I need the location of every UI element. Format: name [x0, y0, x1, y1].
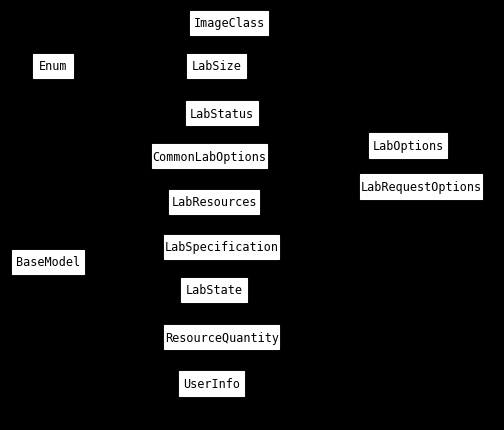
FancyBboxPatch shape	[33, 55, 73, 79]
FancyBboxPatch shape	[164, 235, 279, 259]
FancyBboxPatch shape	[164, 326, 279, 350]
FancyBboxPatch shape	[360, 175, 481, 199]
Text: LabSpecification: LabSpecification	[165, 241, 279, 254]
FancyBboxPatch shape	[186, 102, 258, 126]
Text: ResourceQuantity: ResourceQuantity	[165, 331, 279, 344]
Text: LabResources: LabResources	[171, 196, 257, 209]
FancyBboxPatch shape	[191, 12, 268, 36]
Text: Enum: Enum	[39, 60, 67, 73]
Text: UserInfo: UserInfo	[183, 377, 240, 390]
FancyBboxPatch shape	[181, 278, 247, 302]
FancyBboxPatch shape	[179, 372, 244, 396]
Text: LabState: LabState	[185, 284, 243, 297]
Text: CommonLabOptions: CommonLabOptions	[152, 150, 266, 163]
FancyBboxPatch shape	[169, 190, 260, 214]
Text: LabSize: LabSize	[192, 60, 241, 73]
Text: LabRequestOptions: LabRequestOptions	[360, 181, 481, 194]
FancyBboxPatch shape	[12, 250, 84, 274]
FancyBboxPatch shape	[152, 145, 267, 169]
FancyBboxPatch shape	[369, 134, 447, 158]
Text: LabOptions: LabOptions	[372, 140, 444, 153]
Text: ImageClass: ImageClass	[194, 17, 265, 30]
Text: BaseModel: BaseModel	[16, 256, 80, 269]
FancyBboxPatch shape	[187, 55, 246, 79]
Text: LabStatus: LabStatus	[190, 108, 254, 120]
